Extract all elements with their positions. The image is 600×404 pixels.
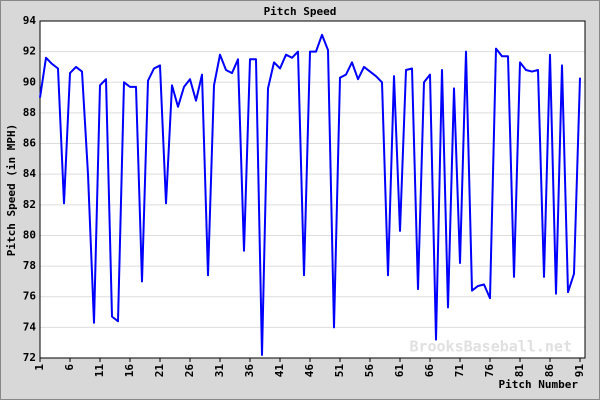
x-tick-label: 1: [33, 364, 46, 371]
x-tick-label: 51: [333, 364, 346, 378]
x-tick-label: 76: [483, 364, 496, 378]
x-tick-label: 56: [363, 364, 376, 378]
y-axis-label: Pitch Speed (in MPH): [5, 124, 18, 256]
y-tick-label: 80: [23, 228, 36, 241]
y-tick-label: 76: [23, 290, 37, 303]
x-tick-label: 6: [63, 364, 76, 371]
y-tick-label: 94: [23, 14, 37, 27]
x-tick-label: 11: [93, 364, 106, 378]
x-tick-label: 81: [513, 364, 526, 378]
y-tick-label: 82: [23, 198, 36, 211]
chart-title: Pitch Speed: [264, 5, 337, 18]
plot-area: [40, 21, 585, 358]
y-tick-label: 78: [23, 259, 36, 272]
y-tick-label: 86: [23, 137, 37, 150]
x-tick-label: 31: [213, 364, 226, 378]
x-tick-label: 66: [423, 364, 436, 378]
x-tick-label: 46: [303, 364, 316, 378]
x-tick-label: 36: [243, 364, 256, 378]
y-tick-label: 74: [23, 320, 37, 333]
y-tick-label: 72: [23, 351, 36, 364]
x-tick-label: 61: [393, 364, 406, 378]
y-tick-label: 90: [23, 75, 36, 88]
x-tick-label: 26: [183, 364, 196, 378]
watermark: BrooksBaseball.net: [409, 338, 572, 356]
x-tick-label: 21: [153, 364, 166, 378]
y-tick-label: 84: [23, 167, 37, 180]
x-tick-label: 41: [273, 364, 286, 378]
x-tick-label: 16: [123, 364, 136, 378]
y-tick-label: 92: [23, 45, 36, 58]
x-axis-label: Pitch Number: [499, 378, 579, 391]
x-tick-label: 91: [573, 364, 586, 378]
x-tick-label: 86: [543, 364, 556, 378]
x-tick-label: 71: [453, 364, 466, 378]
plot-border: [39, 20, 586, 359]
data-line: [39, 33, 581, 356]
y-tick-label: 88: [23, 106, 36, 119]
